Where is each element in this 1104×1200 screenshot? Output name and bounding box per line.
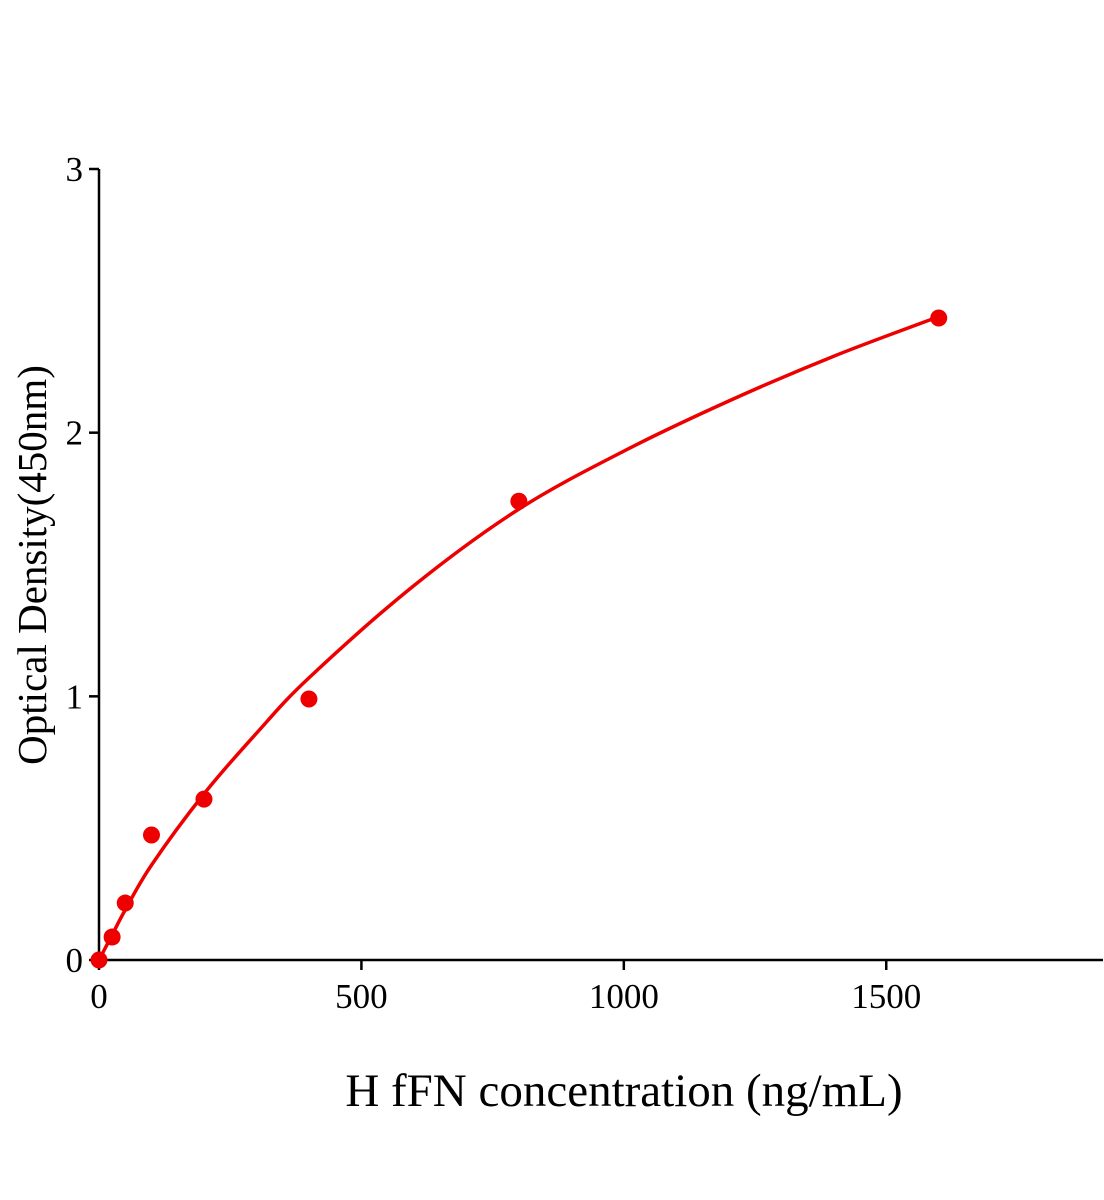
y-tick-label: 2 [66,414,84,453]
x-tick-label: 1500 [851,977,921,1016]
data-point [930,309,948,327]
axes: 0 500 1000 1500 0 1 2 3 [66,150,1103,1016]
y-tick-label: 0 [66,941,84,980]
data-points-layer [90,309,948,969]
x-tick-label: 1000 [589,977,659,1016]
data-point [142,826,160,844]
fit-curve-layer [97,315,940,961]
x-tick-label: 500 [335,977,388,1016]
x-tick-label: 0 [90,977,108,1016]
data-point [510,492,528,510]
fit-curve [97,315,940,961]
data-point [116,894,134,912]
y-tick-label: 1 [66,677,84,716]
x-axis-title: H fFN concentration (ng/mL) [345,1065,902,1117]
data-point [195,790,213,808]
data-point [90,951,108,969]
y-axis-title: Optical Density(450nm) [9,365,55,765]
data-point [103,928,121,946]
data-point [300,690,318,708]
y-tick-label: 3 [66,150,84,189]
